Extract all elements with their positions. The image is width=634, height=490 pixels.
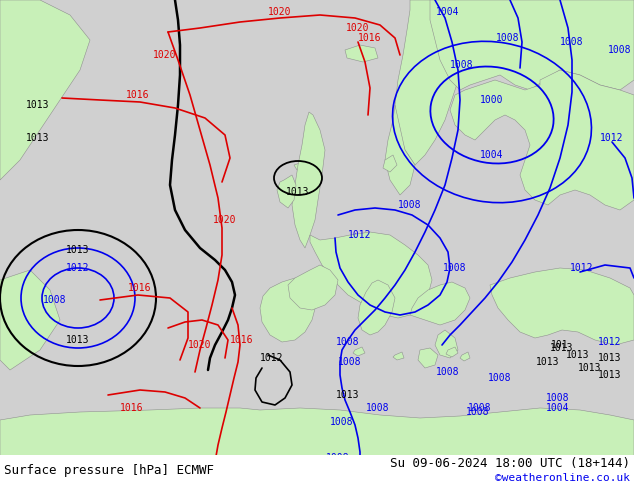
- Text: 1013: 1013: [66, 245, 90, 255]
- Polygon shape: [430, 0, 634, 90]
- Text: 1012: 1012: [598, 337, 622, 347]
- Text: 1020: 1020: [153, 50, 177, 60]
- Text: 1008: 1008: [496, 33, 520, 43]
- Polygon shape: [0, 408, 634, 490]
- Text: 1013: 1013: [550, 343, 574, 353]
- Text: 1013: 1013: [286, 187, 310, 197]
- Text: 1013: 1013: [578, 363, 602, 373]
- Text: 1008: 1008: [608, 45, 631, 55]
- Text: 1004: 1004: [547, 403, 570, 413]
- Text: Su 09-06-2024 18:00 UTC (18+144): Su 09-06-2024 18:00 UTC (18+144): [390, 457, 630, 469]
- Text: 1013: 1013: [566, 350, 590, 360]
- Text: 1012: 1012: [600, 133, 624, 143]
- Text: 1013: 1013: [336, 390, 359, 400]
- Text: ©weatheronline.co.uk: ©weatheronline.co.uk: [495, 473, 630, 483]
- Text: 1016: 1016: [358, 33, 382, 43]
- Text: 1008: 1008: [43, 295, 67, 305]
- Text: 1013: 1013: [66, 335, 90, 345]
- Text: 1008: 1008: [443, 263, 467, 273]
- Text: 1008: 1008: [436, 367, 460, 377]
- Text: 1008: 1008: [339, 357, 362, 367]
- Polygon shape: [385, 105, 415, 195]
- Text: 1020: 1020: [213, 215, 236, 225]
- Text: 1008: 1008: [560, 37, 584, 47]
- Polygon shape: [294, 163, 303, 170]
- Polygon shape: [277, 175, 296, 208]
- Polygon shape: [446, 347, 458, 357]
- Text: 1008: 1008: [466, 407, 489, 417]
- Text: 1012: 1012: [66, 263, 90, 273]
- Polygon shape: [435, 330, 458, 358]
- Polygon shape: [395, 0, 470, 165]
- Text: 1008: 1008: [488, 373, 512, 383]
- Polygon shape: [393, 352, 404, 360]
- Text: 101: 101: [551, 340, 569, 350]
- Polygon shape: [450, 70, 634, 210]
- Text: 1008: 1008: [330, 417, 354, 427]
- Polygon shape: [358, 280, 395, 335]
- Polygon shape: [345, 45, 378, 62]
- Polygon shape: [383, 155, 397, 172]
- Text: 1016: 1016: [126, 90, 150, 100]
- Polygon shape: [288, 265, 338, 310]
- Text: 1013: 1013: [536, 357, 560, 367]
- Polygon shape: [460, 352, 470, 361]
- Text: 1012: 1012: [260, 353, 284, 363]
- Text: 1008: 1008: [327, 453, 350, 463]
- Polygon shape: [0, 0, 90, 180]
- Text: 1004: 1004: [330, 460, 354, 470]
- Polygon shape: [445, 0, 550, 45]
- Bar: [0, 455, 634, 490]
- Polygon shape: [292, 112, 325, 248]
- Text: 1016: 1016: [120, 403, 144, 413]
- Text: 1008: 1008: [366, 403, 390, 413]
- Polygon shape: [353, 347, 365, 356]
- Text: 1008: 1008: [450, 60, 474, 70]
- Text: 1013: 1013: [26, 100, 49, 110]
- Text: 1000: 1000: [480, 95, 504, 105]
- Text: 1016: 1016: [128, 283, 152, 293]
- Polygon shape: [410, 282, 470, 325]
- Text: 1004: 1004: [480, 150, 504, 160]
- Polygon shape: [260, 278, 316, 342]
- Text: 1012: 1012: [570, 263, 594, 273]
- Text: 1008: 1008: [398, 200, 422, 210]
- Text: 1013: 1013: [598, 370, 622, 380]
- Text: 1008: 1008: [469, 403, 492, 413]
- Text: 1012: 1012: [348, 230, 372, 240]
- Text: Surface pressure [hPa] ECMWF: Surface pressure [hPa] ECMWF: [4, 464, 214, 476]
- Text: 1008: 1008: [547, 393, 570, 403]
- Polygon shape: [460, 12, 500, 28]
- Text: 1013: 1013: [26, 133, 49, 143]
- Text: 1013: 1013: [598, 353, 622, 363]
- Polygon shape: [418, 348, 438, 368]
- Text: 1020: 1020: [188, 340, 212, 350]
- Text: 1016: 1016: [230, 335, 254, 345]
- Polygon shape: [0, 270, 60, 370]
- Text: 1008: 1008: [336, 337, 359, 347]
- Text: 1004: 1004: [436, 7, 460, 17]
- Polygon shape: [310, 232, 432, 318]
- Polygon shape: [490, 268, 634, 345]
- Text: 1020: 1020: [268, 7, 292, 17]
- Text: 1020: 1020: [346, 23, 370, 33]
